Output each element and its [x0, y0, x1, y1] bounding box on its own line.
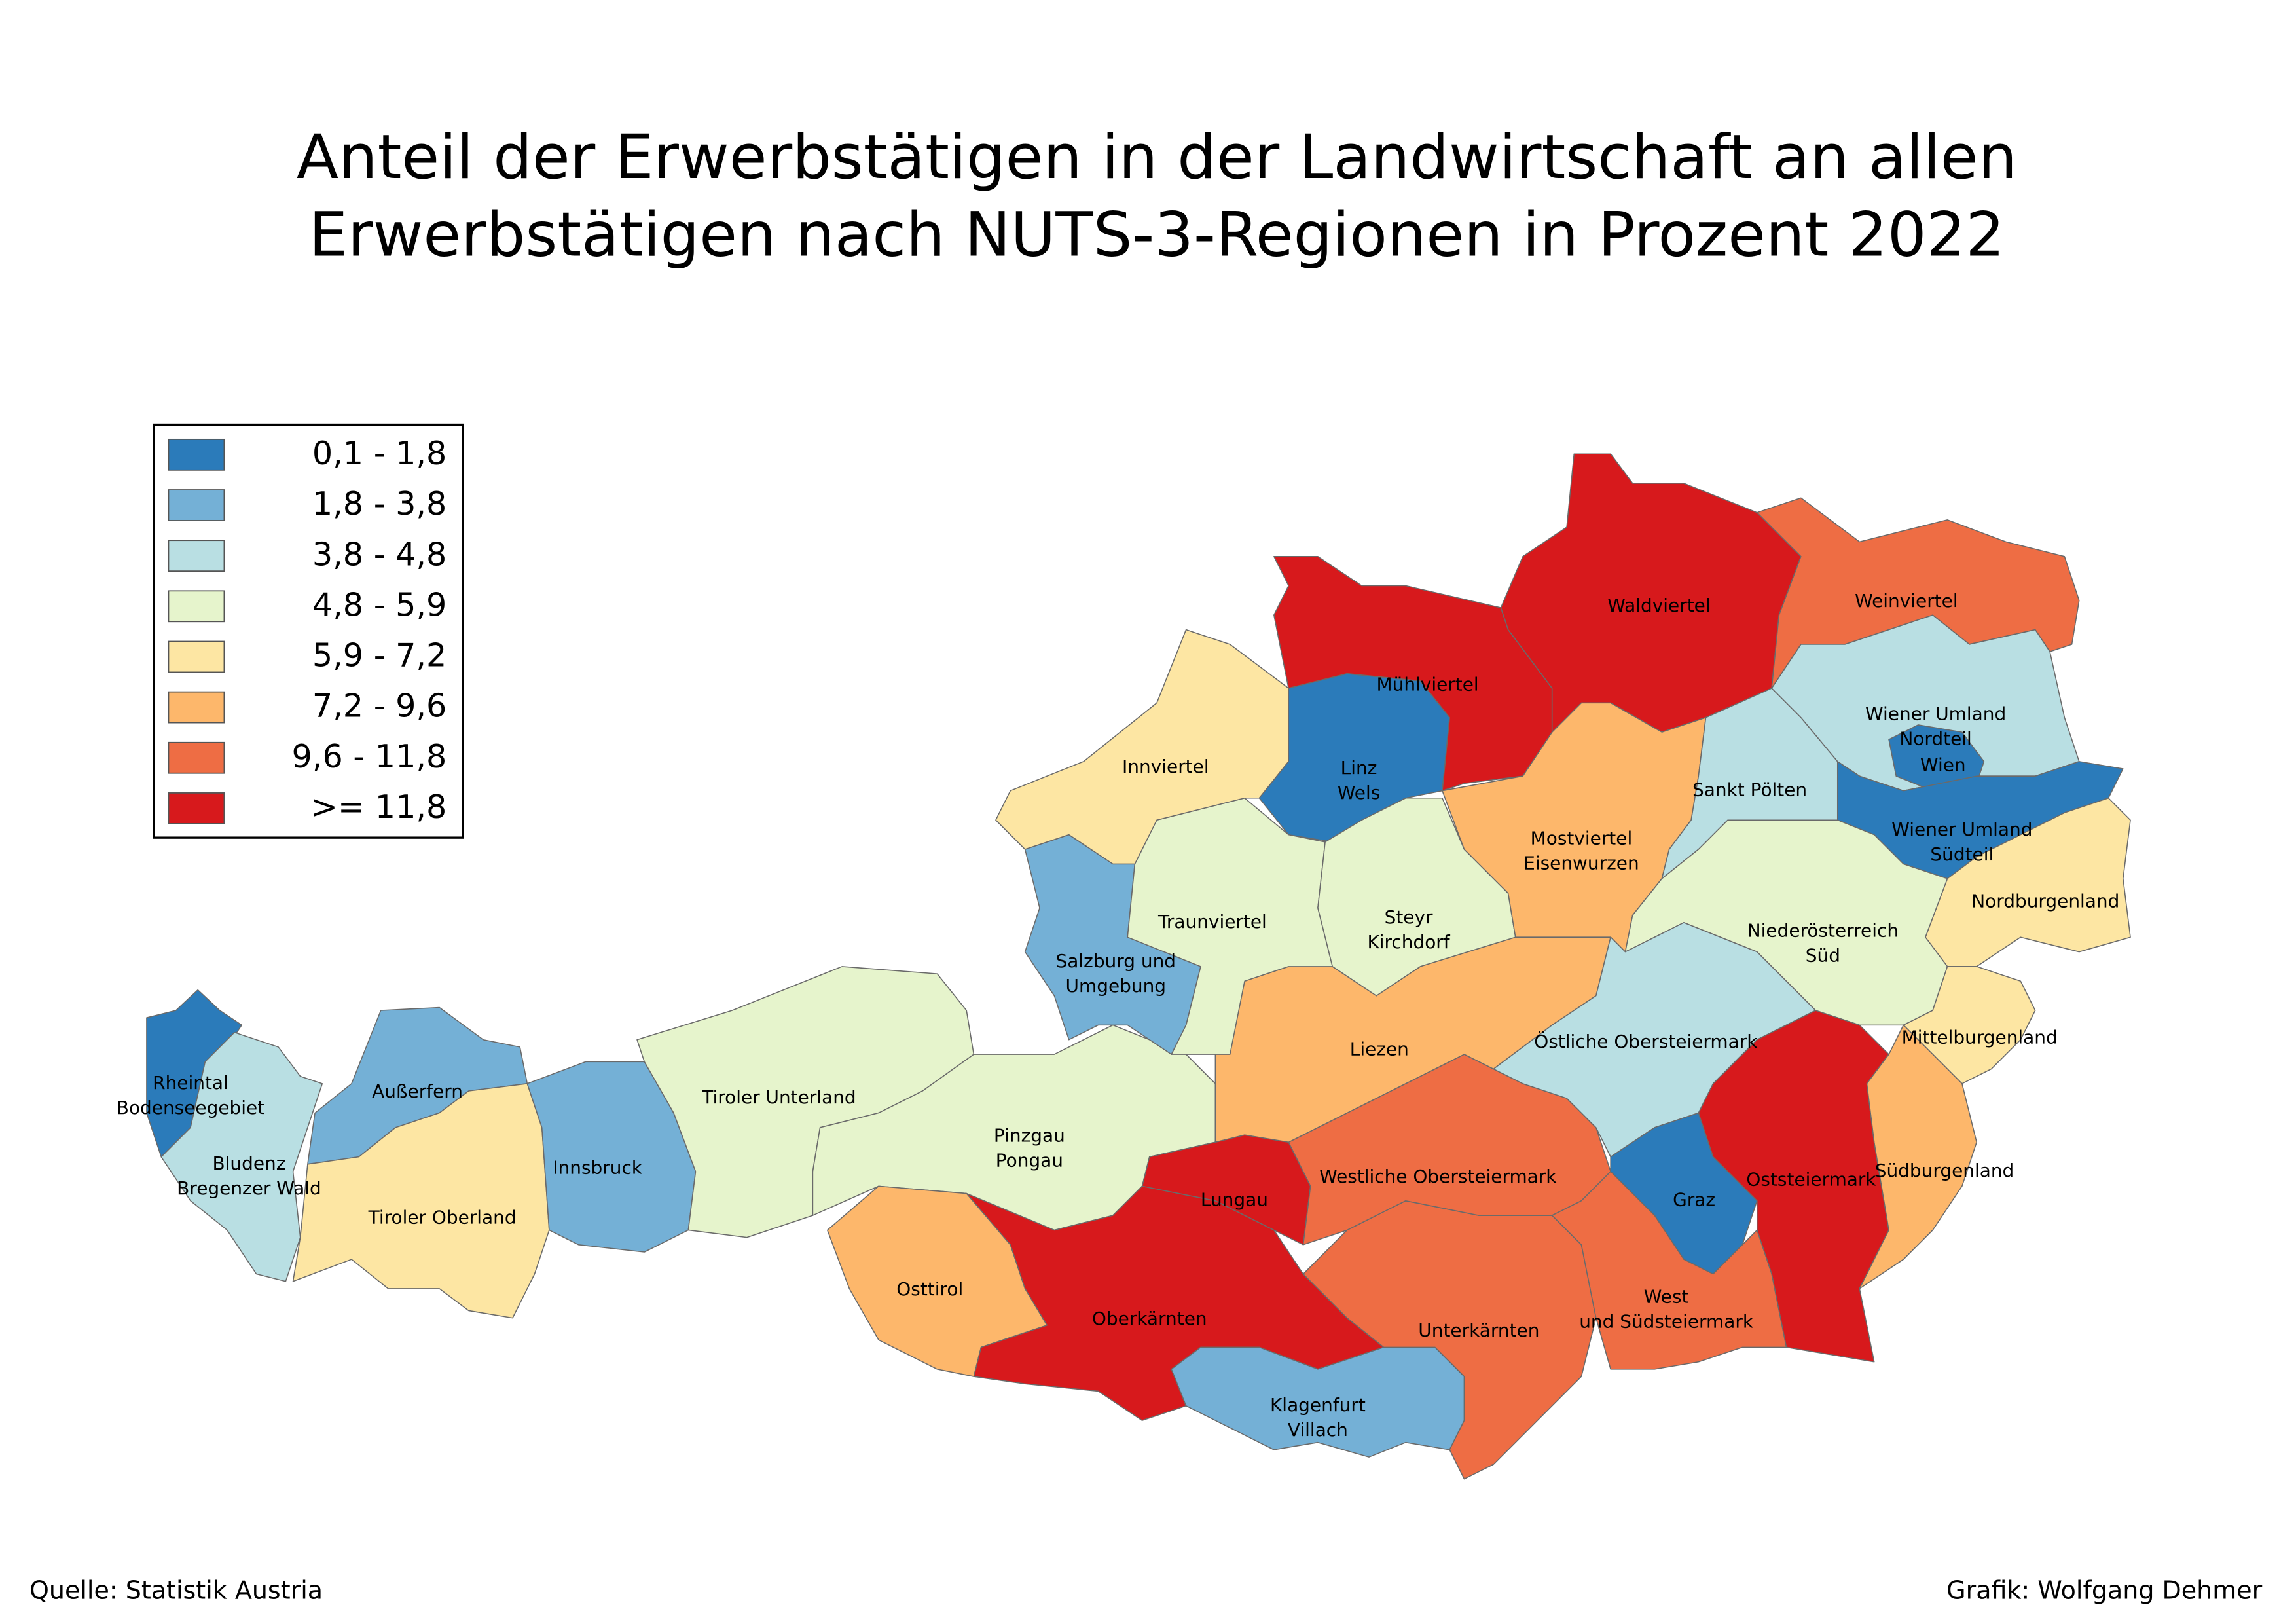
region-label: Nordburgenland [1971, 891, 2119, 912]
legend-swatch [168, 691, 225, 724]
region-label: West [1644, 1285, 1689, 1307]
region [1859, 1024, 1977, 1289]
region-label: Wels [1338, 782, 1381, 803]
region-label: Lungau [1201, 1189, 1268, 1211]
region-label: Nordteil [1899, 728, 1971, 749]
legend-swatch [168, 540, 225, 572]
legend-swatch [168, 438, 225, 471]
region-label: Bludenz [212, 1153, 285, 1174]
legend-label: 1,8 - 3,8 [312, 485, 446, 523]
region-label: Oststeiermark [1746, 1168, 1876, 1190]
legend-swatch [168, 741, 225, 774]
legend-swatch [168, 489, 225, 521]
region-label: Traunviertel [1157, 911, 1267, 932]
region [292, 1083, 550, 1319]
region-label: Pongau [996, 1149, 1063, 1171]
source: Quelle: Statistik Austria [29, 1576, 323, 1604]
region-label: Osttirol [896, 1278, 963, 1300]
region-label: Waldviertel [1607, 595, 1710, 616]
region-label: Salzburg und [1056, 950, 1176, 972]
legend-swatch [168, 792, 225, 824]
legend-label: 3,8 - 4,8 [312, 535, 446, 573]
region [1888, 724, 1985, 792]
region-label: Bodenseegebiet [117, 1097, 264, 1118]
region-label: Wiener Umland [1865, 703, 2006, 724]
legend-label: 9,6 - 11,8 [292, 737, 447, 775]
region-label: Wien [1920, 754, 1966, 776]
region-label: Mittelburgenland [1902, 1027, 2058, 1048]
region-label: Tiroler Unterland [701, 1086, 856, 1108]
region-label: Liezen [1350, 1038, 1409, 1060]
region-label: Östliche Obersteiermark [1534, 1030, 1758, 1052]
region-label: Rheintal [153, 1072, 228, 1094]
region-label: Süd [1806, 944, 1840, 966]
region-label: Wiener Umland [1891, 819, 2032, 840]
region-label: Südburgenland [1875, 1160, 2014, 1181]
region-label: Westliche Obersteiermark [1319, 1166, 1557, 1187]
region-label: Kirchdorf [1367, 931, 1450, 953]
legend-swatch [168, 590, 225, 623]
region-label: Graz [1673, 1189, 1715, 1211]
region-label: Südteil [1930, 843, 1994, 865]
legend: 0,1 - 1,8 1,8 - 3,8 3,8 - 4,8 4,8 - 5,9 5,9 … [168, 434, 446, 826]
region [1127, 797, 1334, 1055]
region-label: Umgebung [1066, 975, 1166, 997]
legend-label: 4,8 - 5,9 [312, 585, 446, 623]
region-label: Linz [1341, 757, 1377, 779]
region-labels: Rheintal Bodenseegebiet Bludenz Bregenzer W… [117, 590, 2120, 1441]
regions [146, 453, 2131, 1480]
region-label: Oberkärnten [1092, 1308, 1207, 1329]
region [1551, 1171, 1787, 1370]
region-label: Innsbruck [553, 1157, 642, 1179]
region-label: Eisenwurzen [1523, 852, 1639, 874]
region-label: Weinviertel [1855, 590, 1958, 612]
legend-swatch [168, 640, 225, 673]
legend-label: 7,2 - 9,6 [312, 687, 446, 725]
credit: Grafik: Wolfgang Dehmer [1946, 1576, 2263, 1604]
region-label: Tiroler Oberland [368, 1207, 517, 1228]
region [1273, 555, 1553, 792]
region-label: Villach [1288, 1419, 1348, 1441]
region-label: Mostviertel [1531, 827, 1633, 849]
title-line: Erwerbstätigen nach NUTS-3-Regionen in P… [309, 199, 2005, 270]
title-line: Anteil der Erwerbstätigen in der Landwir… [297, 122, 2017, 193]
region-label: Innviertel [1122, 756, 1209, 777]
region-label: Steyr [1385, 906, 1433, 928]
legend-label: >= 11,8 [311, 788, 447, 826]
region-label: und Südsteiermark [1579, 1310, 1754, 1332]
region-label: Mühlviertel [1377, 674, 1479, 695]
legend-label: 5,9 - 7,2 [312, 637, 446, 674]
region [995, 629, 1289, 865]
region-label: Unterkärnten [1418, 1320, 1539, 1341]
region-label: Pinzgau [994, 1124, 1065, 1146]
region-label: Klagenfurt [1270, 1394, 1366, 1416]
legend-label: 0,1 - 1,8 [312, 434, 446, 472]
region-label: Außerfern [372, 1080, 463, 1102]
region-label: Sankt Pölten [1692, 779, 1807, 801]
region-label: Niederösterreich [1747, 919, 1899, 941]
region-label: Bregenzer Wald [177, 1177, 321, 1199]
